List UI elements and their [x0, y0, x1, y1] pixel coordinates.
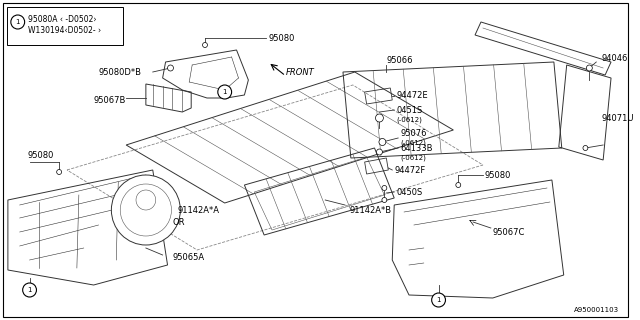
Circle shape: [120, 184, 172, 236]
Text: 95080: 95080: [268, 34, 294, 43]
Circle shape: [382, 186, 387, 190]
Text: 95080: 95080: [485, 171, 511, 180]
Circle shape: [376, 149, 382, 155]
Circle shape: [11, 15, 24, 29]
Circle shape: [57, 170, 61, 174]
Text: (-0612): (-0612): [396, 117, 422, 123]
Circle shape: [202, 43, 207, 47]
Circle shape: [111, 175, 180, 245]
Text: 95080: 95080: [28, 150, 54, 159]
Text: (-0612): (-0612): [400, 140, 426, 146]
Text: 95067C: 95067C: [493, 228, 525, 236]
Text: 95076: 95076: [400, 129, 427, 138]
Text: 95080D*B: 95080D*B: [99, 68, 141, 76]
Text: W130194‹D0502- ›: W130194‹D0502- ›: [28, 26, 100, 35]
Text: 64133B: 64133B: [400, 143, 433, 153]
Circle shape: [218, 85, 232, 99]
Circle shape: [431, 293, 445, 307]
Text: (-0612): (-0612): [400, 155, 426, 161]
Text: 94071U: 94071U: [601, 114, 634, 123]
Text: A950001103: A950001103: [574, 307, 619, 313]
Text: 91142A*A: 91142A*A: [177, 205, 220, 214]
Text: 1: 1: [15, 19, 20, 25]
FancyBboxPatch shape: [3, 3, 628, 317]
Text: 1: 1: [28, 287, 32, 293]
Circle shape: [168, 65, 173, 71]
Text: 94472E: 94472E: [396, 91, 428, 100]
Text: OR: OR: [172, 218, 185, 227]
Circle shape: [586, 65, 592, 71]
Text: 1: 1: [436, 297, 441, 303]
Text: 95065A: 95065A: [172, 253, 205, 262]
Circle shape: [456, 182, 461, 188]
Circle shape: [583, 146, 588, 150]
FancyBboxPatch shape: [7, 7, 123, 45]
Text: 95067B: 95067B: [93, 95, 126, 105]
Circle shape: [382, 197, 387, 203]
Circle shape: [376, 114, 383, 122]
Circle shape: [136, 190, 156, 210]
Text: 0451S: 0451S: [396, 106, 422, 115]
Circle shape: [379, 139, 386, 146]
Text: 94046: 94046: [601, 53, 628, 62]
Text: 91142A*B: 91142A*B: [350, 205, 392, 214]
Text: 95080A ‹ -D0502›: 95080A ‹ -D0502›: [28, 14, 96, 23]
Text: FRONT: FRONT: [286, 68, 314, 76]
Text: 1: 1: [223, 89, 227, 95]
Circle shape: [22, 283, 36, 297]
Text: 95066: 95066: [387, 55, 413, 65]
Text: 0450S: 0450S: [396, 188, 422, 196]
Text: 94472F: 94472F: [394, 165, 426, 174]
